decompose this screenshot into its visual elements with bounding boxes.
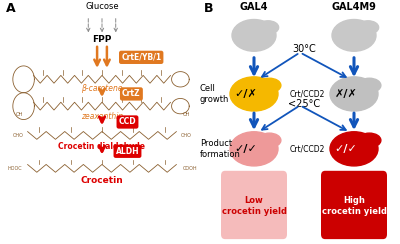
Ellipse shape bbox=[230, 132, 278, 166]
Text: CHO: CHO bbox=[180, 133, 191, 138]
Text: HOOC: HOOC bbox=[7, 166, 22, 171]
Text: B: B bbox=[204, 2, 214, 15]
Text: Crocetin: Crocetin bbox=[81, 176, 123, 185]
FancyBboxPatch shape bbox=[221, 171, 287, 239]
Ellipse shape bbox=[258, 133, 281, 147]
Text: zeaxanthin: zeaxanthin bbox=[81, 112, 123, 121]
Text: <25°C: <25°C bbox=[288, 99, 320, 109]
Text: FPP: FPP bbox=[92, 35, 112, 44]
Text: High
crocetin yield: High crocetin yield bbox=[322, 196, 386, 216]
Ellipse shape bbox=[332, 20, 376, 51]
Text: Crocetin dialdehyde: Crocetin dialdehyde bbox=[58, 142, 146, 151]
Text: Cell
growth: Cell growth bbox=[200, 84, 229, 104]
Ellipse shape bbox=[358, 21, 379, 34]
Text: Crt/CCD2: Crt/CCD2 bbox=[289, 90, 325, 98]
Ellipse shape bbox=[258, 78, 281, 92]
Text: CrtE/YB/1: CrtE/YB/1 bbox=[121, 53, 161, 62]
Ellipse shape bbox=[358, 133, 381, 147]
Text: ✓/✗: ✓/✗ bbox=[234, 89, 258, 99]
Ellipse shape bbox=[230, 77, 278, 111]
Text: COOH: COOH bbox=[182, 166, 197, 171]
Text: CCD: CCD bbox=[119, 118, 136, 126]
Text: OH: OH bbox=[182, 112, 190, 117]
Text: ✓/✓: ✓/✓ bbox=[234, 144, 258, 154]
Text: ✗/✗: ✗/✗ bbox=[334, 89, 358, 99]
Text: ✓/✓: ✓/✓ bbox=[334, 144, 358, 154]
Text: GAL4M9: GAL4M9 bbox=[332, 2, 376, 12]
FancyBboxPatch shape bbox=[321, 171, 387, 239]
Text: CrtZ: CrtZ bbox=[122, 90, 141, 98]
Text: Product
formation: Product formation bbox=[200, 139, 241, 159]
Ellipse shape bbox=[330, 132, 378, 166]
Text: A: A bbox=[6, 2, 16, 15]
Text: 30°C: 30°C bbox=[292, 44, 316, 54]
Ellipse shape bbox=[330, 77, 378, 111]
Text: Low
crocetin yield: Low crocetin yield bbox=[222, 196, 286, 216]
Text: ALDH: ALDH bbox=[116, 147, 139, 156]
Ellipse shape bbox=[358, 78, 381, 92]
Text: CHO: CHO bbox=[13, 133, 24, 138]
Text: Glucose: Glucose bbox=[85, 2, 119, 11]
Ellipse shape bbox=[232, 20, 276, 51]
Text: GAL4: GAL4 bbox=[240, 2, 268, 12]
Text: OH: OH bbox=[16, 112, 24, 117]
Text: β-carotene: β-carotene bbox=[81, 84, 123, 93]
Ellipse shape bbox=[258, 21, 279, 34]
Text: Crt/CCD2: Crt/CCD2 bbox=[289, 144, 325, 153]
